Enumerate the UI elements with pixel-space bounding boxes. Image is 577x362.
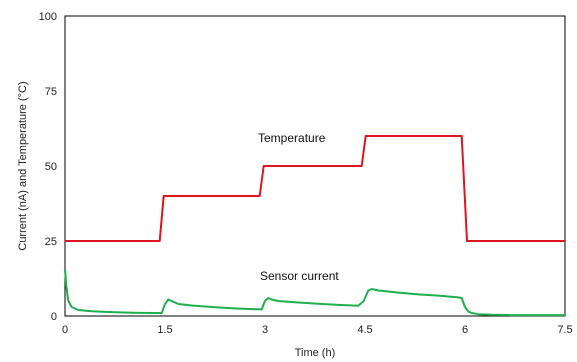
x-tick-label: 7.5 [557,324,572,336]
y-axis-title: Current (nA) and Temperature (°C) [17,81,29,250]
x-tick-label: 1.5 [157,324,172,336]
temperature-line [65,135,565,242]
y-tick-label: 75 [45,86,57,98]
y-tick-labels: 0 25 50 75 100 [39,11,57,323]
x-tick-label: 6 [462,324,468,336]
x-axis-title: Time (h) [295,347,336,359]
y-tick-label: 0 [51,311,57,323]
current-line [64,269,565,317]
y-tick-label: 25 [45,236,57,248]
y-tick-label: 50 [45,161,57,173]
x-tick-labels: 0 1.5 3 4.5 6 7.5 [62,324,573,336]
annotation-sensor-current: Sensor current [260,269,339,283]
x-tick-label: 0 [62,324,68,336]
plot-frame [64,15,566,317]
annotation-temperature: Temperature [258,131,326,145]
x-tick-label: 3 [262,324,268,336]
y-tick-label: 100 [39,11,57,23]
series-lines [64,135,565,317]
x-tick-label: 4.5 [357,324,372,336]
